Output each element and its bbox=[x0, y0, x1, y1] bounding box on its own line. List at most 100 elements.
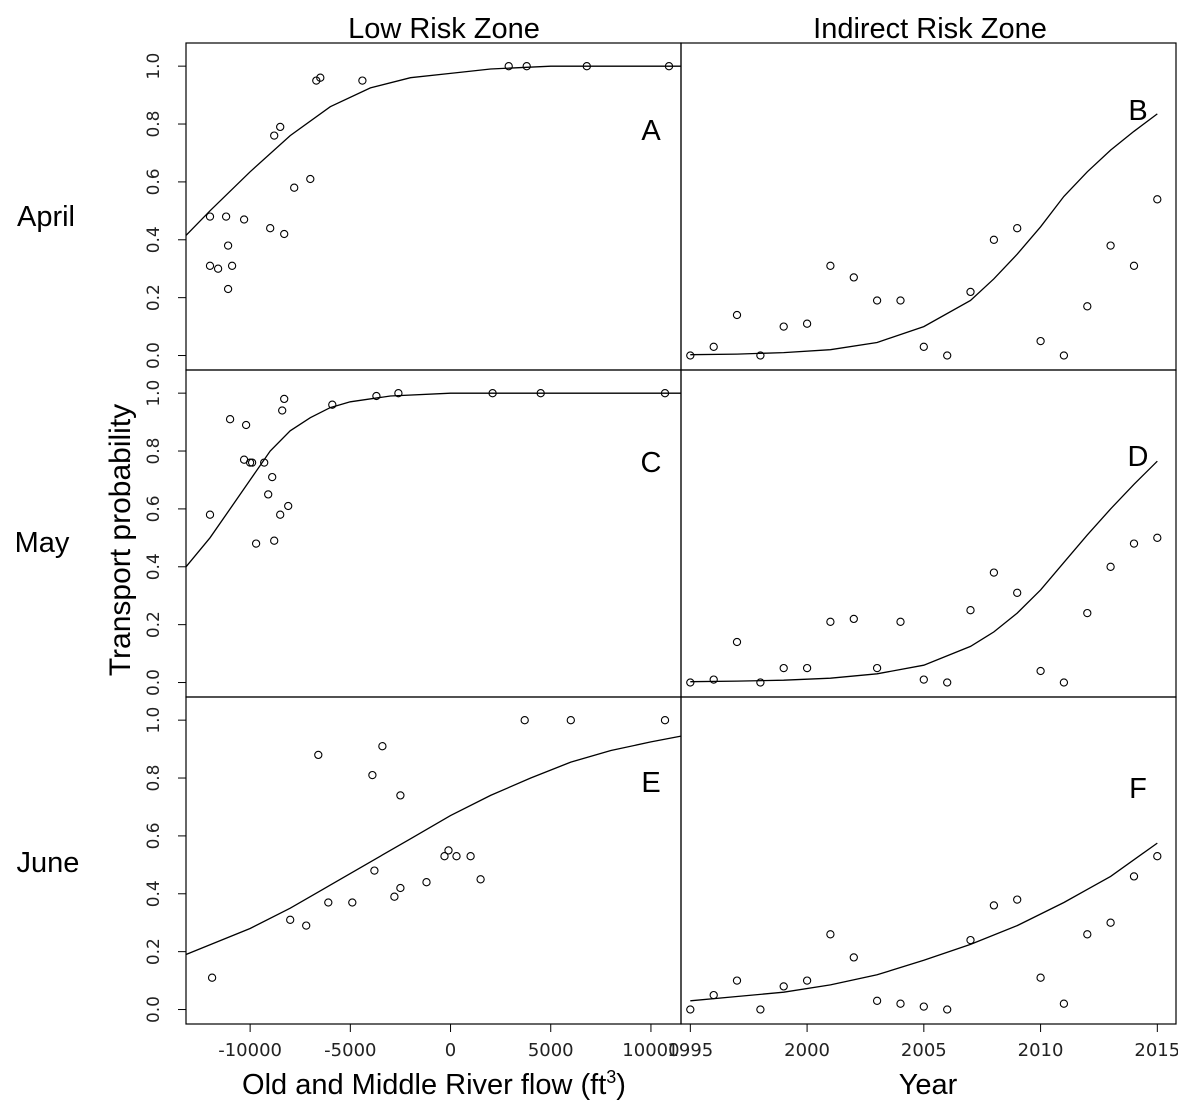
panel-d-data-point bbox=[1106, 562, 1115, 571]
panel-a-data-point bbox=[221, 212, 231, 221]
panel-f-data-point bbox=[1153, 852, 1162, 861]
panel-e-y-tick-label: 0.4 bbox=[144, 880, 164, 907]
panel-f-data-point bbox=[896, 999, 905, 1008]
panel-d-data-point bbox=[1153, 533, 1162, 542]
panel-b-data-point bbox=[1013, 224, 1022, 233]
panel-c-data-point bbox=[247, 458, 257, 467]
panel-a-data-point bbox=[270, 131, 279, 140]
panel-c-data-point bbox=[276, 510, 285, 519]
panel-c-y-tick-label: 0.8 bbox=[144, 438, 164, 465]
panel-e-data-point bbox=[660, 716, 670, 725]
panel-f-data-point bbox=[686, 1005, 695, 1014]
panel-a-data-point bbox=[223, 284, 233, 294]
panel-b-data-point bbox=[732, 310, 742, 320]
panel-f-data-point bbox=[989, 901, 999, 910]
panel-a-data-point bbox=[239, 215, 249, 224]
panel-b-data-point bbox=[1129, 261, 1139, 270]
panel-e-y-tick-label: 0.2 bbox=[144, 938, 164, 965]
panel-e-data-point bbox=[286, 915, 295, 924]
panel-a-y-tick-label: 1.0 bbox=[144, 53, 164, 80]
panel-b-data-point bbox=[966, 287, 975, 297]
panel-c-y-tick-label: 0.6 bbox=[144, 495, 164, 522]
panel-e-data-point bbox=[422, 878, 431, 887]
panel-label-e: E bbox=[641, 767, 660, 799]
panel-e-data-point bbox=[476, 875, 485, 884]
panel-d-data-point bbox=[919, 675, 928, 684]
panel-e-x-tick-label: 5000 bbox=[528, 1040, 574, 1061]
panel-f-frame bbox=[680, 696, 1177, 1025]
panel-f-data-point bbox=[919, 1002, 928, 1011]
panel-e-fit-curve bbox=[185, 735, 682, 956]
panel-e-data-point bbox=[566, 716, 575, 725]
panel-f-data-point bbox=[966, 935, 975, 945]
panel-d-data-point bbox=[989, 568, 999, 577]
row-title-june: June bbox=[17, 847, 80, 879]
panel-label-d: D bbox=[1128, 441, 1149, 473]
panel-b-data-point bbox=[779, 322, 788, 331]
panel-d-data-point bbox=[943, 678, 952, 687]
panel-d-data-point bbox=[1059, 678, 1069, 687]
panel-c-y-tick-label: 0.4 bbox=[144, 553, 164, 580]
panel-b-data-point bbox=[989, 235, 999, 244]
panel-a-data-point bbox=[213, 264, 223, 273]
panel-e-data-point bbox=[302, 921, 311, 930]
panel-e-data-point bbox=[466, 852, 475, 861]
panel-c-data-point bbox=[278, 406, 287, 415]
panel-c-data-point bbox=[284, 501, 293, 511]
panel-b-data-point bbox=[896, 296, 905, 305]
panel-c-data-point bbox=[536, 389, 545, 398]
panel-f-data-point bbox=[732, 976, 742, 985]
x-axis-label-flow-end: ) bbox=[616, 1069, 626, 1101]
panel-f-x-tick-label: 1995 bbox=[667, 1040, 713, 1061]
panel-b-data-point bbox=[849, 273, 858, 282]
panel-d-data-point bbox=[872, 663, 882, 673]
panel-e-data-point bbox=[370, 866, 379, 875]
panel-c-data-point bbox=[264, 490, 273, 499]
panel-a-y-tick-label: 0.6 bbox=[144, 168, 164, 195]
panel-c-data-point bbox=[372, 391, 381, 401]
panel-b-data-point bbox=[756, 351, 765, 360]
panel-b-data-point bbox=[709, 342, 718, 351]
panel-a-data-point bbox=[266, 224, 275, 233]
panel-f-data-point bbox=[1129, 872, 1139, 881]
panel-c-y-tick-label: 0.0 bbox=[144, 669, 164, 696]
x-axis-label-flow: Old and Middle River flow (ft3) bbox=[242, 1067, 626, 1101]
panel-f-x-tick-label: 2010 bbox=[1018, 1040, 1064, 1061]
panel-e-data-point bbox=[324, 898, 333, 907]
panel-e-data-point bbox=[520, 716, 529, 725]
panel-f-fit-curve bbox=[690, 842, 1158, 1002]
panel-d-data-point bbox=[1083, 608, 1092, 618]
panel-c-data-point bbox=[280, 394, 289, 404]
panel-e-data-point bbox=[378, 742, 387, 751]
panel-e-data-point bbox=[396, 791, 405, 800]
panel-b-data-point bbox=[826, 261, 835, 270]
panel-a-data-point bbox=[504, 62, 513, 71]
panel-f-data-point bbox=[1106, 918, 1115, 927]
panel-b-data-point bbox=[1153, 195, 1162, 204]
panel-c-frame bbox=[185, 369, 682, 698]
panel-e-data-point bbox=[314, 750, 323, 760]
panel-f-x-tick-label: 2000 bbox=[784, 1040, 830, 1061]
panel-e-y-tick-label: 1.0 bbox=[144, 707, 164, 734]
panel-a-data-point bbox=[316, 73, 325, 82]
panel-d-data-point bbox=[1129, 539, 1139, 548]
panel-c-data-point bbox=[225, 415, 235, 424]
panel-b-data-point bbox=[1036, 336, 1045, 346]
panel-f-data-point bbox=[1036, 973, 1045, 982]
panel-c-data-point bbox=[205, 510, 215, 519]
panel-e-y-tick-label: 0.0 bbox=[144, 996, 164, 1023]
panel-c-data-point bbox=[268, 472, 277, 482]
panel-c-data-point bbox=[251, 539, 261, 548]
x-axis-label-flow-sup: 3 bbox=[606, 1067, 616, 1087]
panel-d-fit-curve bbox=[690, 460, 1158, 683]
panel-e-data-point bbox=[207, 973, 217, 982]
panel-a-data-point bbox=[290, 183, 299, 192]
col-title-indirect-risk: Indirect Risk Zone bbox=[813, 13, 1047, 45]
panel-c-data-point bbox=[328, 400, 337, 409]
row-title-april: April bbox=[17, 201, 75, 233]
panel-b-data-point bbox=[872, 296, 882, 305]
panel-e-x-tick-label: 0 bbox=[445, 1040, 456, 1061]
x-axis-label-flow-main: Old and Middle River flow (ft bbox=[242, 1069, 606, 1101]
panel-label-f: F bbox=[1129, 773, 1147, 805]
